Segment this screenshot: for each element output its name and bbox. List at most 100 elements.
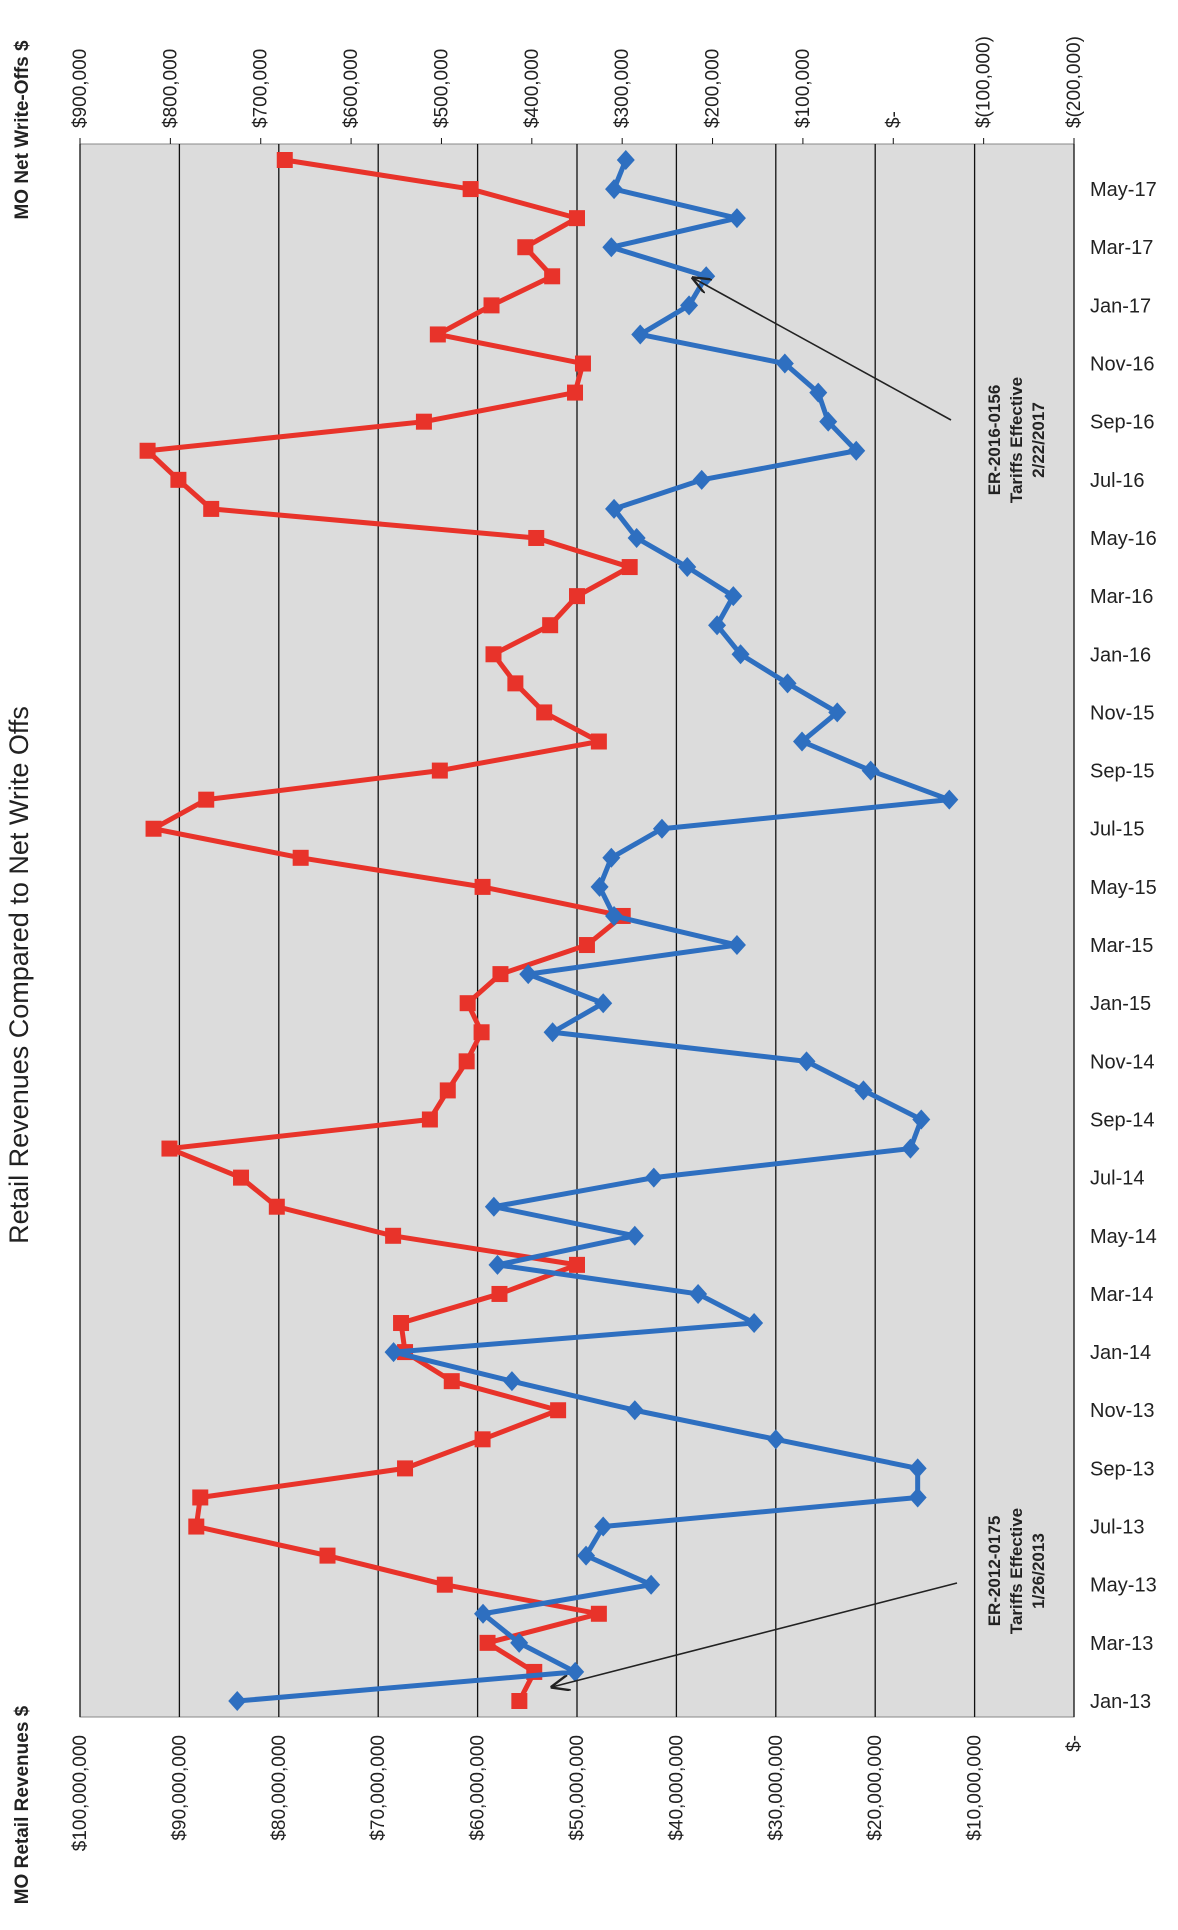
y2-tick-label: $400,000 — [522, 49, 543, 128]
data-point — [170, 471, 187, 488]
data-point — [680, 295, 699, 316]
y-tick-label: $40,000,000 — [666, 1735, 687, 1841]
data-point — [602, 847, 621, 868]
x-tick-label: Jan-14 — [1090, 1342, 1151, 1364]
data-point — [731, 644, 750, 665]
x-tick-label: May-14 — [1090, 1226, 1157, 1248]
data-point — [625, 1225, 644, 1246]
data-point — [569, 210, 585, 227]
data-point — [574, 355, 591, 372]
data-point — [228, 1691, 247, 1711]
data-point — [819, 411, 838, 432]
data-point — [854, 1080, 873, 1101]
annotation-text: Tariffs Effective — [1007, 377, 1026, 503]
data-point — [474, 878, 491, 895]
x-tick-label: May-16 — [1090, 528, 1157, 550]
x-tick-label: Sep-15 — [1090, 761, 1155, 783]
data-point — [474, 1603, 493, 1624]
data-point — [483, 297, 500, 314]
y2-tick-label: $(200,000) — [1064, 36, 1085, 128]
data-point — [594, 1516, 613, 1537]
data-point — [543, 1022, 562, 1043]
data-point — [908, 1458, 927, 1479]
data-point — [901, 1138, 920, 1159]
x-tick-label: Mar-13 — [1090, 1633, 1153, 1655]
x-tick-label: Mar-14 — [1090, 1284, 1153, 1306]
y-axis-title: MO Retail Revenues $ — [12, 1705, 33, 1904]
data-point — [940, 789, 959, 810]
y2-tick-label: $(100,000) — [974, 36, 995, 128]
y2-tick-label: $600,000 — [341, 49, 362, 128]
x-tick-label: Mar-17 — [1090, 237, 1153, 259]
x-tick-label: Jul-13 — [1090, 1517, 1144, 1539]
y2-tick-label: $300,000 — [612, 49, 633, 128]
data-point — [602, 237, 621, 258]
data-point — [631, 324, 650, 345]
data-point — [421, 1111, 438, 1128]
data-point — [485, 646, 502, 663]
data-point — [590, 1605, 607, 1622]
data-point — [828, 702, 847, 723]
data-point — [462, 181, 479, 198]
data-point — [627, 527, 646, 548]
x-tick-label: Jan-13 — [1090, 1691, 1151, 1713]
annotation-text: ER-2012-0175 — [985, 1516, 1004, 1627]
data-point — [443, 1373, 460, 1390]
data-point — [605, 905, 624, 926]
x-tick-label: Jul-14 — [1090, 1168, 1144, 1190]
data-point — [415, 413, 432, 430]
data-point — [724, 586, 743, 607]
data-point — [439, 1082, 456, 1099]
data-point — [492, 966, 509, 983]
data-point — [861, 760, 880, 781]
data-point — [436, 1576, 453, 1593]
data-point — [766, 1429, 785, 1450]
data-point — [502, 1371, 521, 1392]
series-line — [145, 157, 633, 1703]
data-point — [484, 1196, 503, 1217]
data-point — [578, 937, 595, 954]
y2-tick-label: $700,000 — [251, 49, 272, 128]
annotation-text: 2/22/2017 — [1029, 402, 1048, 478]
data-point — [727, 208, 746, 229]
y2-tick-label: $200,000 — [703, 49, 724, 128]
x-tick-label: Jul-16 — [1090, 470, 1144, 492]
data-point — [536, 704, 553, 721]
x-tick-label: Jan-15 — [1090, 993, 1151, 1015]
data-point — [517, 239, 534, 256]
data-point — [616, 150, 635, 170]
data-point — [708, 615, 727, 636]
data-point — [488, 1254, 507, 1275]
data-point — [233, 1169, 250, 1186]
data-point — [528, 529, 545, 546]
data-point — [145, 820, 162, 837]
data-point — [775, 353, 794, 374]
data-point — [319, 1547, 336, 1564]
data-point — [519, 964, 538, 985]
data-point — [384, 1342, 403, 1363]
data-point — [511, 1693, 528, 1709]
data-point — [431, 762, 448, 779]
data-point — [605, 179, 624, 200]
data-point — [847, 440, 866, 461]
data-point — [397, 1460, 414, 1477]
data-point — [276, 152, 293, 168]
data-point — [569, 588, 585, 605]
data-point — [491, 1285, 508, 1302]
y-tick-label: $100,000,000 — [70, 1735, 91, 1851]
annotation-arrow — [693, 278, 952, 421]
data-point — [542, 617, 559, 634]
y2-axis-title: MO Net Write-Offs $ — [12, 40, 33, 220]
data-point — [590, 876, 609, 897]
y-tick-label: $90,000,000 — [169, 1735, 190, 1841]
data-point — [459, 995, 476, 1012]
data-point — [544, 268, 561, 285]
data-point — [692, 469, 711, 490]
data-point — [644, 1167, 663, 1188]
data-point — [605, 498, 624, 519]
data-point — [569, 1256, 585, 1273]
x-tick-label: May-17 — [1090, 179, 1157, 201]
y-tick-label: $50,000,000 — [567, 1735, 588, 1841]
x-tick-label: Nov-13 — [1090, 1400, 1154, 1422]
y-tick-label: $80,000,000 — [269, 1735, 290, 1841]
